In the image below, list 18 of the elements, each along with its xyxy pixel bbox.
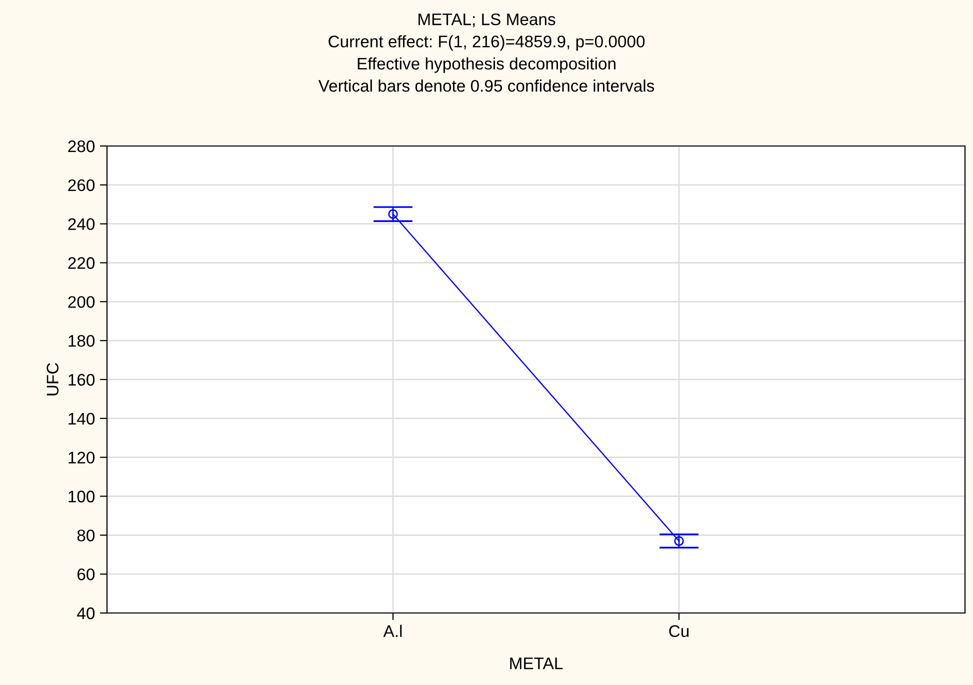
y-tick-label: 80 <box>77 530 95 542</box>
y-tick-label: 120 <box>68 452 95 464</box>
y-tick-label: 200 <box>68 296 95 308</box>
y-tick-label: 100 <box>68 490 95 502</box>
y-tick-label: 280 <box>68 140 95 152</box>
y-tick-label: 60 <box>78 568 95 580</box>
x-tick-label: Cu <box>669 625 689 638</box>
chart-title: METAL; LS Means Current effect: F(1, 216)=4859.9, p=0.0000 Effective hypothesis decomposition Vertical bars denote 0.95 confidence intervals <box>318 13 654 92</box>
y-tick-label: 240 <box>68 218 95 230</box>
y-tick-label: 160 <box>68 374 95 386</box>
y-tick-label: 220 <box>68 257 95 269</box>
x-axis-title: METAL <box>510 658 563 670</box>
y-axis-title: UFC <box>46 363 59 396</box>
y-tick-label: 40 <box>77 607 95 620</box>
y-tick-label: 260 <box>68 179 95 192</box>
y-tick-label: 140 <box>68 412 95 425</box>
x-tick-label: A.l <box>383 624 402 637</box>
y-tick-label: 180 <box>68 334 95 347</box>
